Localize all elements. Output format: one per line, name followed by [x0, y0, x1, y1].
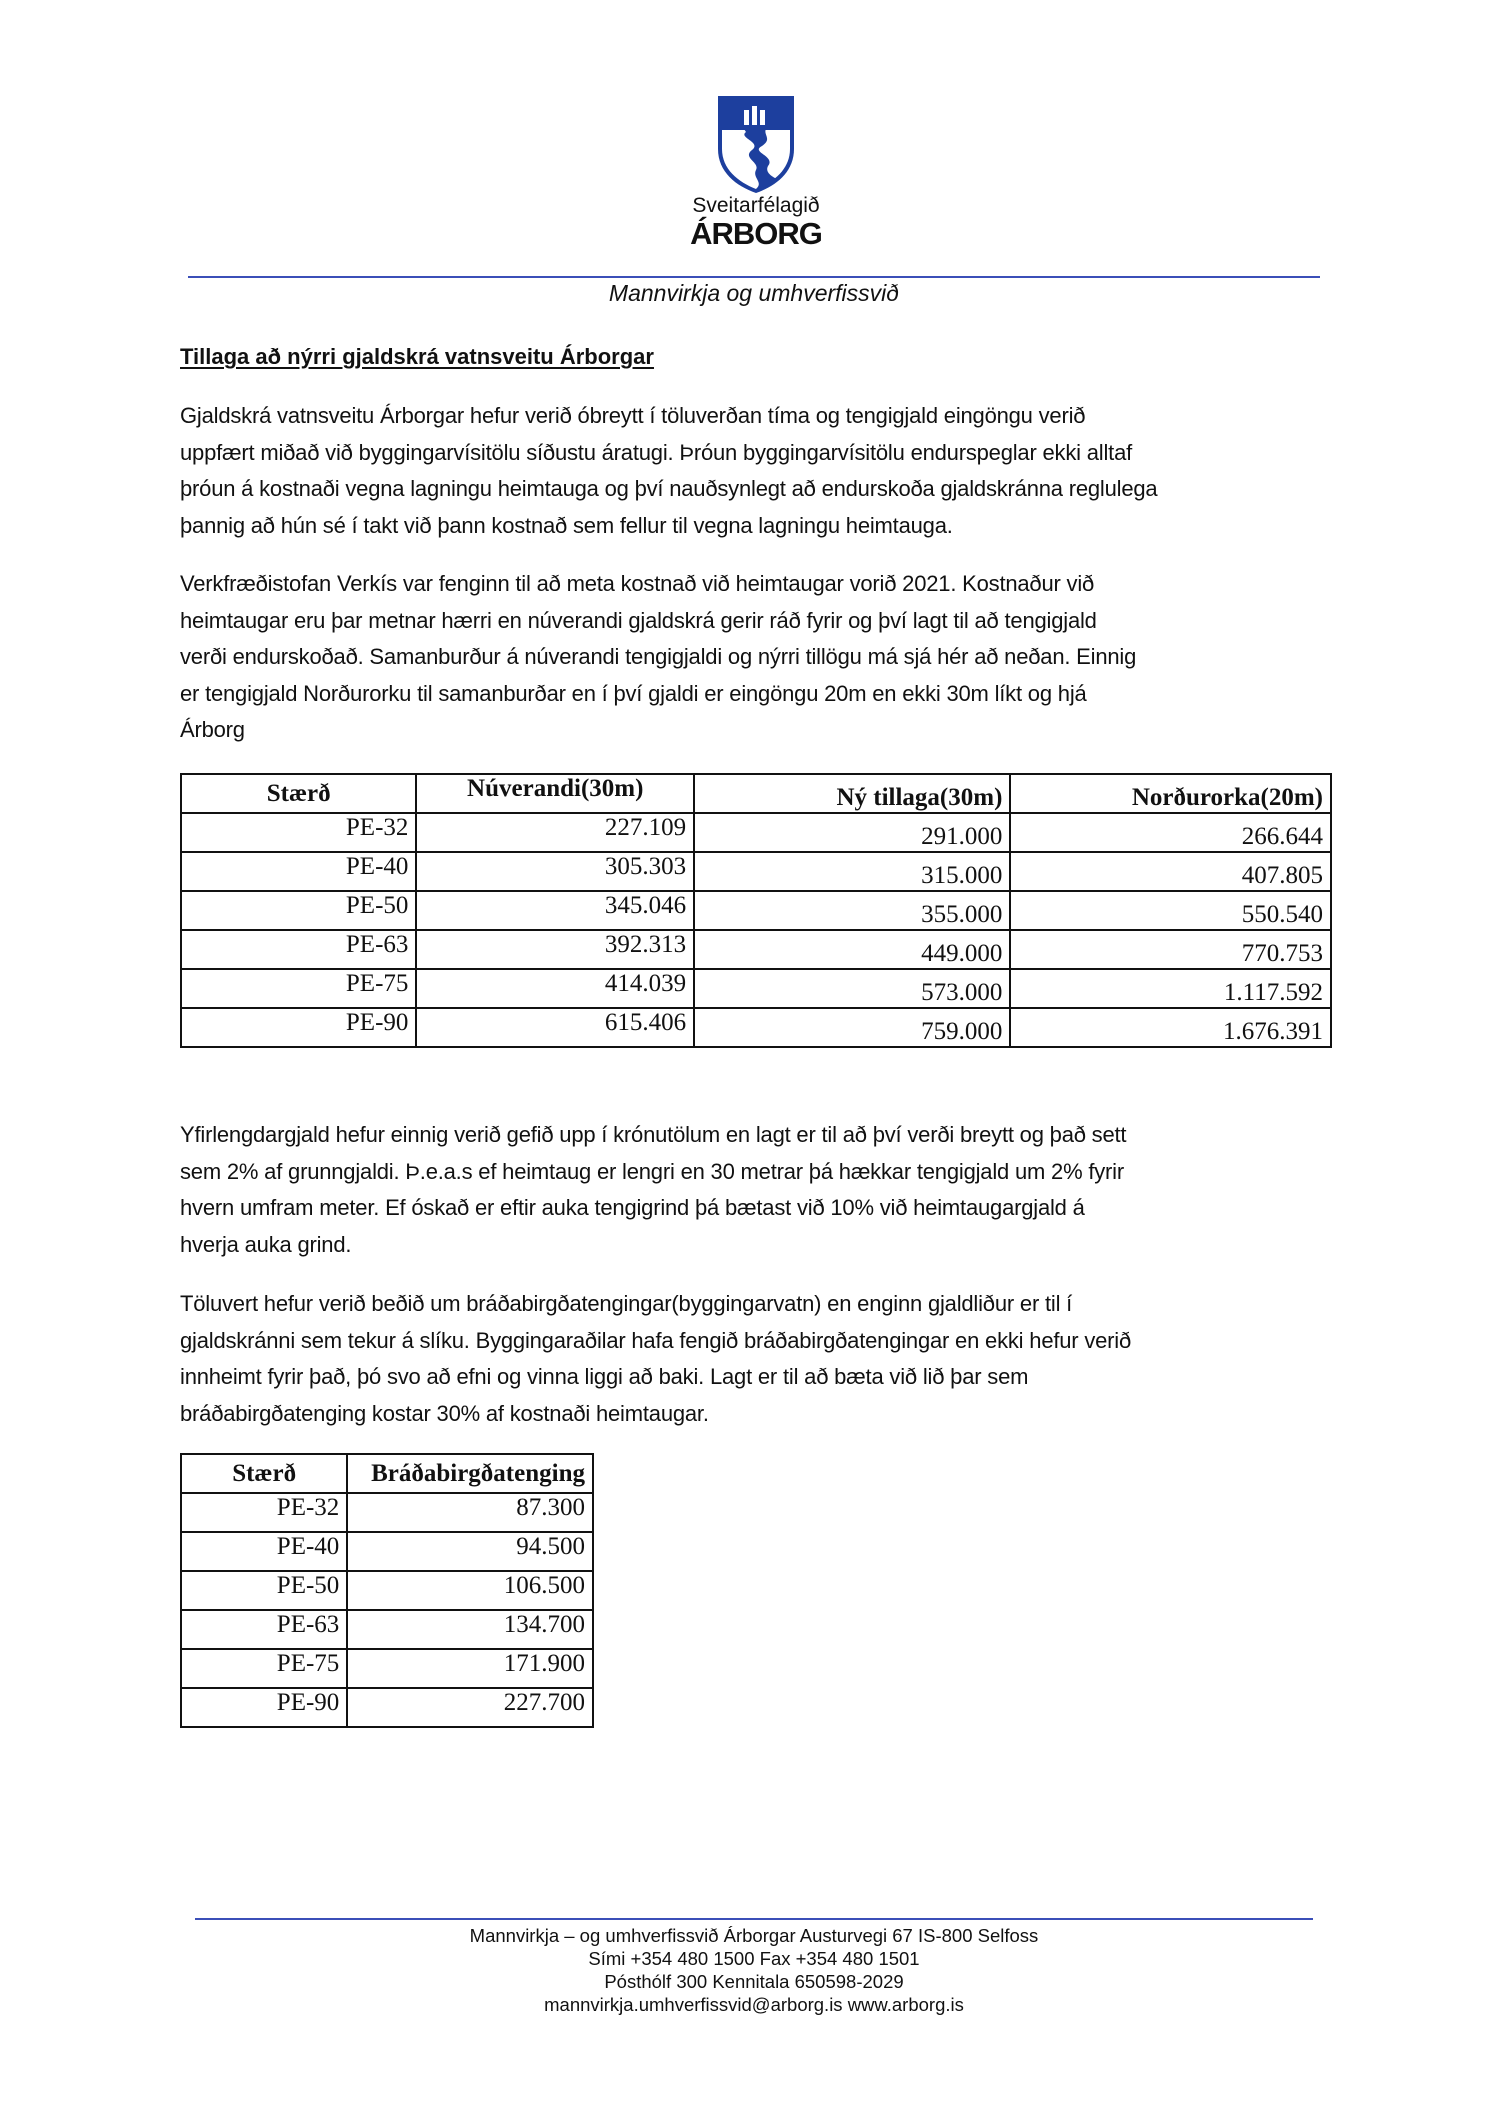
connection-fee-comparison-table: Stærð Núverandi(30m) Ný tillaga(30m) Nor… [179, 773, 1332, 1048]
pipe-size-cell: PE-63 [179, 929, 418, 970]
table-row: PE-75 414.039 573.000 1.117.592 [179, 968, 1332, 1009]
text-line: er tengigjald Norðurorku til samanburðar… [180, 680, 1087, 706]
text-line: hvern umfram meter. Ef óskað er eftir au… [180, 1195, 1085, 1220]
price-cell: 291.000 [693, 812, 1012, 853]
price-cell: 407.805 [1009, 851, 1332, 892]
price-cell: 449.000 [693, 929, 1012, 970]
table-row: PE-75 171.900 [179, 1648, 594, 1689]
price-cell: 171.900 [346, 1648, 594, 1689]
text-line: uppfært miðað við byggingarvísitölu síðu… [180, 439, 1133, 465]
table-row: PE-50 345.046 355.000 550.540 [179, 890, 1332, 931]
column-header: Ný tillaga(30m) [693, 773, 1012, 814]
pipe-size-cell: PE-90 [179, 1007, 418, 1048]
column-header: Norðurorka(20m) [1009, 773, 1332, 814]
text-line: sem 2% af grunngjaldi. Þ.e.a.s ef heimta… [180, 1158, 1124, 1184]
text-line: Töluvert hefur verið beðið um bráðabirgð… [180, 1291, 1073, 1316]
price-cell: 550.540 [1009, 890, 1332, 931]
price-cell: 414.039 [415, 968, 696, 1009]
table-row: PE-40 305.303 315.000 407.805 [179, 851, 1332, 892]
pipe-size-cell: PE-75 [179, 968, 418, 1009]
header-divider [188, 276, 1320, 278]
paragraph-4: Töluvert hefur verið beðið um bráðabirgð… [180, 1286, 1131, 1432]
temporary-connection-fee-table: Stærð Bráðabirgðatenging PE-32 87.300 PE-4… [179, 1453, 594, 1728]
price-cell: 227.109 [415, 812, 696, 853]
price-cell: 1.676.391 [1009, 1007, 1332, 1048]
pipe-size-cell: PE-50 [179, 1570, 349, 1611]
price-cell: 392.313 [415, 929, 696, 970]
text-line: gjaldskránni sem tekur á slíku. Bygginga… [180, 1327, 1132, 1353]
pipe-size-cell: PE-63 [179, 1609, 349, 1650]
table-row: PE-50 106.500 [179, 1570, 594, 1611]
text-line: þróun á kostnaði vegna lagningu heimtaug… [180, 476, 1158, 501]
column-header: Bráðabirgðatenging [346, 1453, 594, 1494]
department-name: Mannvirkja og umhverfissvið [608, 280, 900, 306]
logo-municipality-text: Sveitarfélagið [692, 194, 820, 217]
text-line: hverja auka grind. [180, 1231, 352, 1257]
pipe-size-cell: PE-40 [179, 851, 418, 892]
pipe-size-cell: PE-75 [179, 1648, 349, 1689]
price-cell: 1.117.592 [1009, 968, 1332, 1009]
text-line: Gjaldskrá vatnsveitu Árborgar hefur veri… [180, 403, 1086, 428]
table-row: PE-90 615.406 759.000 1.676.391 [179, 1007, 1332, 1048]
text-line: Yfirlengdargjald hefur einnig verið gefi… [180, 1122, 1127, 1147]
footer-postbox: Pósthólf 300 Kennitala 650598-2029 [604, 1971, 904, 1992]
pipe-size-cell: PE-90 [179, 1687, 349, 1728]
price-cell: 759.000 [693, 1007, 1012, 1048]
column-header: Stærð [179, 773, 418, 814]
price-cell: 134.700 [346, 1609, 594, 1650]
table-row: PE-40 94.500 [179, 1531, 594, 1572]
logo-brand-text: ÁRBORG [690, 216, 823, 251]
paragraph-3: Yfirlengdargjald hefur einnig verið gefi… [180, 1117, 1127, 1263]
arborg-logo [716, 94, 796, 194]
pipe-size-cell: PE-32 [179, 1492, 349, 1533]
shield-logo-icon [718, 96, 794, 193]
text-line: þannig að hún sé í takt við þann kostnað… [180, 512, 953, 538]
text-line: Árborg [180, 717, 245, 742]
price-cell: 315.000 [693, 851, 1012, 892]
table-row: PE-63 392.313 449.000 770.753 [179, 929, 1332, 970]
text-line: innheimt fyrir það, þó svo að efni og vi… [180, 1364, 1029, 1389]
footer-divider [195, 1918, 1313, 1920]
table-row: PE-32 87.300 [179, 1492, 594, 1533]
price-cell: 345.046 [415, 890, 696, 931]
text-line: verði endurskoðað. Samanburður á núveran… [180, 644, 1137, 669]
pipe-size-cell: PE-32 [179, 812, 418, 853]
table-row: PE-90 227.700 [179, 1687, 594, 1728]
price-cell: 573.000 [693, 968, 1012, 1009]
price-cell: 87.300 [346, 1492, 594, 1533]
price-cell: 355.000 [693, 890, 1012, 931]
price-cell: 266.644 [1009, 812, 1332, 853]
price-cell: 94.500 [346, 1531, 594, 1572]
text-line: bráðabirgðatenging kostar 30% af kostnað… [180, 1400, 709, 1426]
table-header-row: Stærð Núverandi(30m) Ný tillaga(30m) Nor… [179, 773, 1332, 814]
column-header: Stærð [179, 1453, 349, 1494]
pipe-size-cell: PE-50 [179, 890, 418, 931]
text-line: heimtaugar eru þar metnar hærri en núver… [180, 607, 1097, 633]
footer-address: Mannvirkja – og umhverfissvið Árborgar A… [469, 1925, 1039, 1946]
footer-contact: mannvirkja.umhverfissvid@arborg.is www.a… [544, 1994, 964, 2015]
table-row: PE-32 227.109 291.000 266.644 [179, 812, 1332, 853]
price-cell: 227.700 [346, 1687, 594, 1728]
price-cell: 770.753 [1009, 929, 1332, 970]
price-cell: 305.303 [415, 851, 696, 892]
column-header: Núverandi(30m) [415, 773, 696, 814]
document-title: Tillaga að nýrri gjaldskrá vatnsveitu Ár… [180, 344, 654, 369]
price-cell: 615.406 [415, 1007, 696, 1048]
footer-phone: Sími +354 480 1500 Fax +354 480 1501 [588, 1948, 920, 1969]
paragraph-1: Gjaldskrá vatnsveitu Árborgar hefur veri… [180, 398, 1158, 544]
pipe-size-cell: PE-40 [179, 1531, 349, 1572]
text-line: Verkfræðistofan Verkís var fenginn til a… [180, 571, 1095, 596]
price-cell: 106.500 [346, 1570, 594, 1611]
table-header-row: Stærð Bráðabirgðatenging [179, 1453, 594, 1494]
paragraph-2: Verkfræðistofan Verkís var fenginn til a… [180, 566, 1136, 749]
table-row: PE-63 134.700 [179, 1609, 594, 1650]
footer: Mannvirkja – og umhverfissvið Árborgar A… [0, 1924, 1500, 2016]
